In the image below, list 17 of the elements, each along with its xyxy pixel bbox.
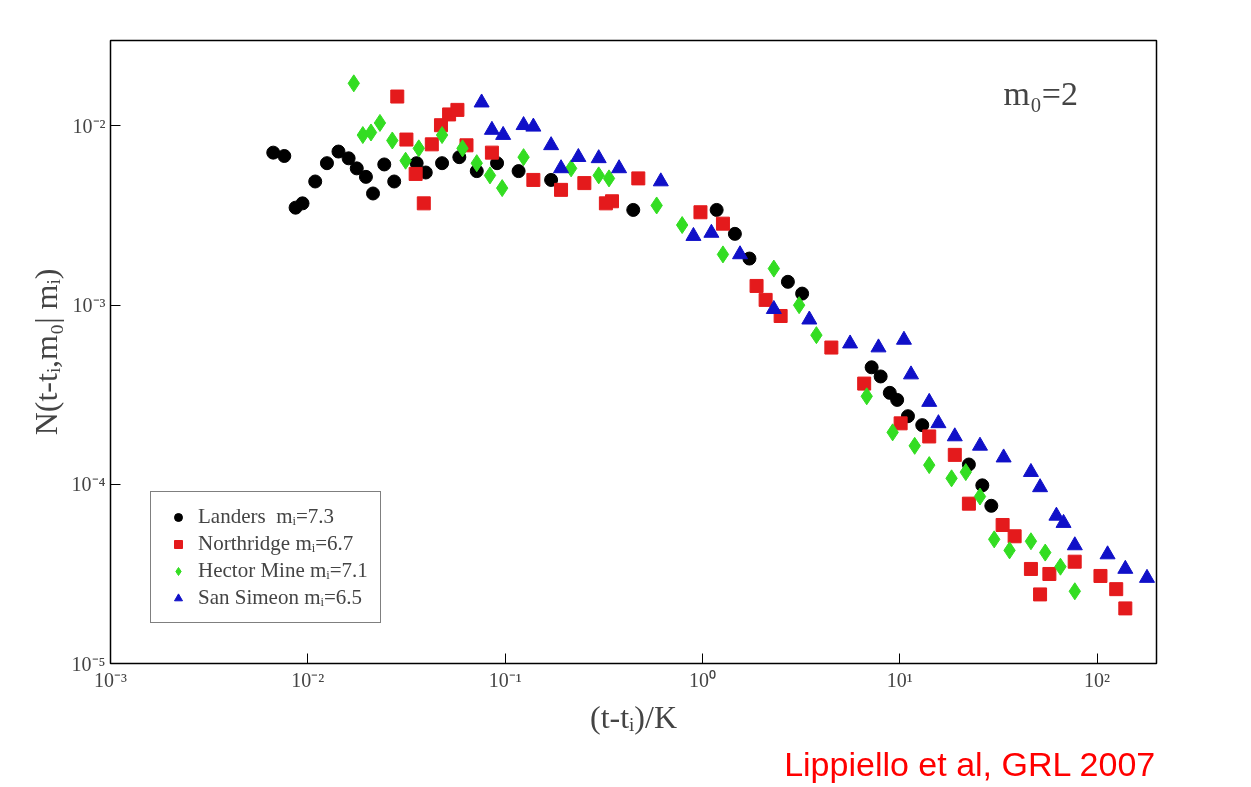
annotation: m₀=2 (1003, 74, 1078, 112)
x-axis-title: (t-tᵢ)/K (590, 698, 677, 735)
legend-label: San Simeon mᵢ=6.5 (198, 585, 363, 610)
x-tick-label: 10⁰ (688, 668, 716, 691)
x-tick-label: 10⁻² (291, 668, 325, 691)
legend-label: Hector Mine mᵢ=7.1 (198, 558, 368, 583)
y-axis-title: N(t-tᵢ,m₀| mᵢ) (27, 268, 64, 436)
legend-label: Northridge mᵢ=6.7 (198, 531, 354, 556)
legend-label: Landers mᵢ=7.3 (198, 504, 334, 529)
x-tick-label: 10⁻¹ (488, 668, 522, 691)
y-tick-label: 10⁻² (72, 114, 106, 137)
y-tick-label: 10⁻³ (72, 294, 106, 317)
x-tick-label: 10² (1084, 668, 1111, 691)
text: Lippiello et al, GRL 2007 (784, 744, 1156, 783)
y-tick-label: 10⁻⁴ (71, 473, 106, 496)
x-tick-label: 10¹ (886, 668, 913, 691)
x-tick-label: 10⁻³ (94, 668, 127, 691)
